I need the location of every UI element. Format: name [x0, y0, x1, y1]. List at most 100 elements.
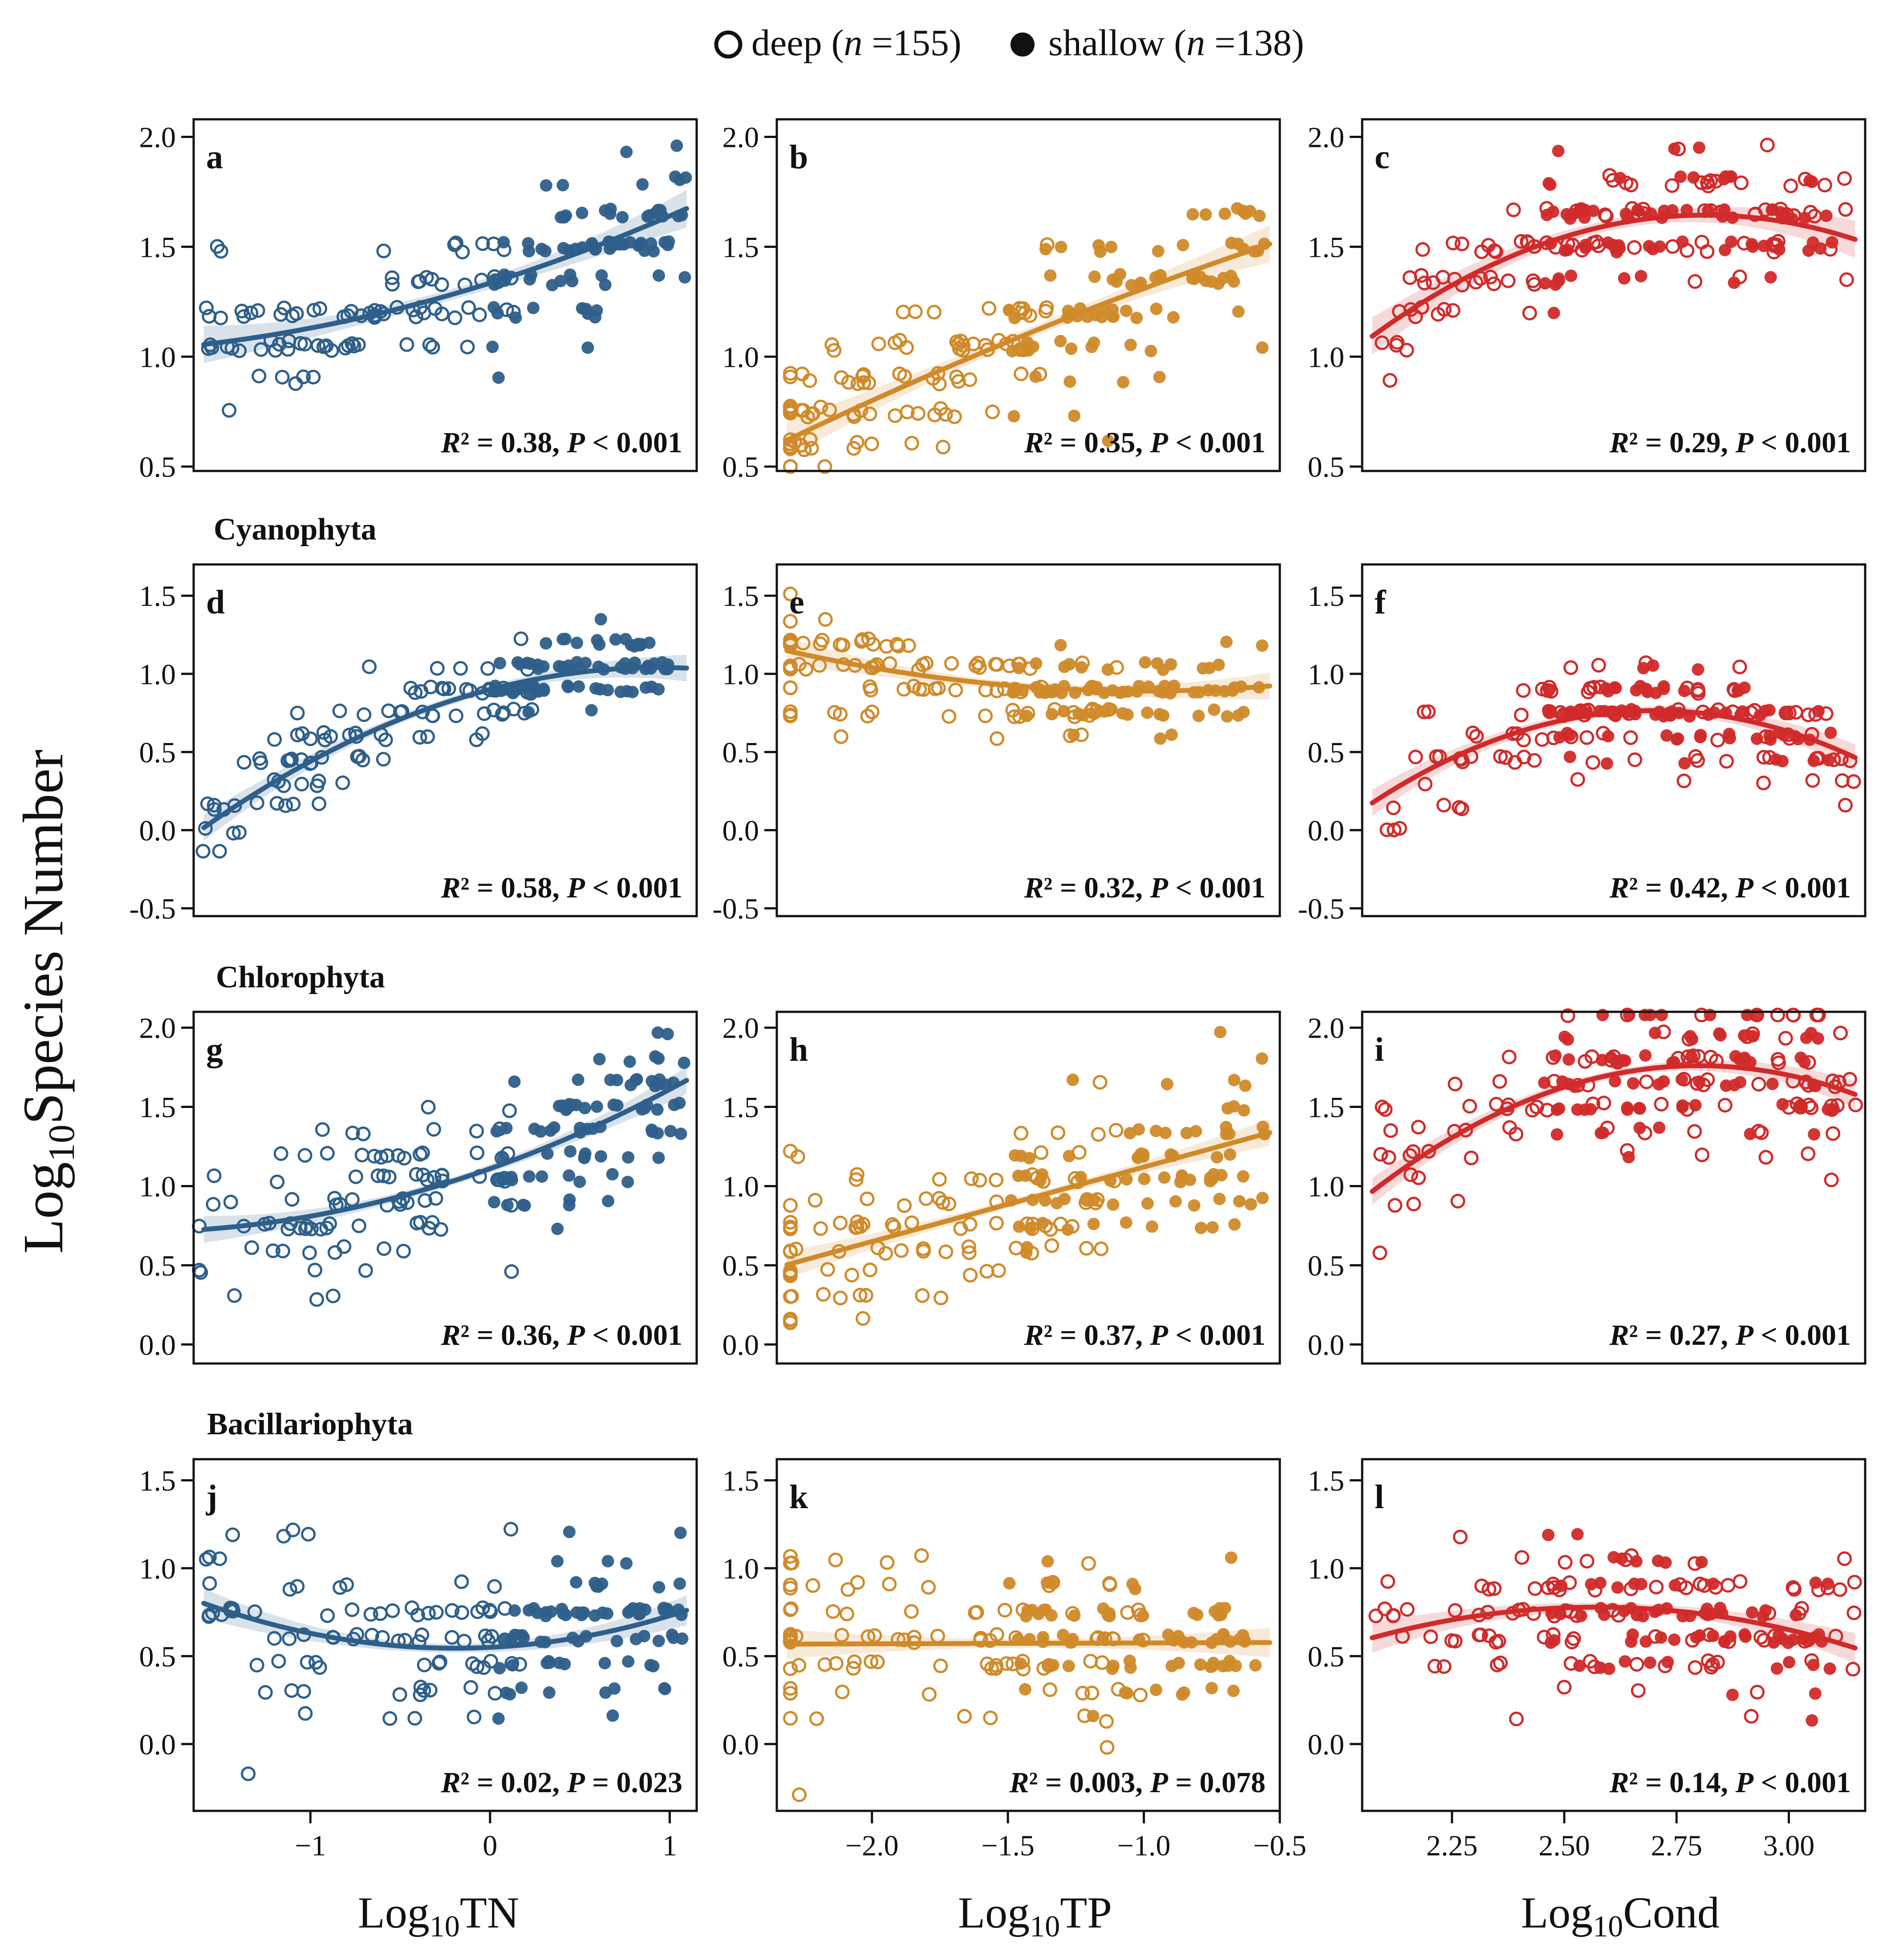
shallow-point — [1020, 710, 1033, 722]
shallow-point — [580, 303, 592, 316]
shallow-point — [1750, 1009, 1763, 1022]
deep-point — [207, 802, 222, 817]
deep-point — [822, 402, 837, 418]
shallow-point — [1734, 1076, 1747, 1089]
y-tick-label: 1.5 — [139, 1465, 176, 1497]
y-tick-label: 1.0 — [1308, 658, 1345, 691]
shallow-point — [508, 1075, 521, 1088]
shallow-point — [1101, 663, 1114, 676]
panel-j: 0.0 0.5 1.0 1.5 −1 0 1 j R² = 0.02, P = 0.023 — [139, 1458, 698, 1862]
shallow-point — [1633, 1121, 1646, 1134]
deep-point — [816, 1287, 831, 1302]
shallow-point — [1141, 1197, 1154, 1210]
deep-point — [407, 1711, 422, 1726]
shallow-point — [657, 1602, 670, 1615]
deep-point — [984, 1661, 999, 1676]
stat-annotation: R² = 0.14, P < 0.001 — [1609, 1766, 1851, 1799]
shallow-point — [1194, 1658, 1207, 1671]
deep-point — [904, 436, 919, 451]
shallow-point — [1068, 1609, 1081, 1622]
shallow-point — [540, 637, 552, 650]
shallow-point — [1223, 1128, 1236, 1140]
shallow-point — [556, 633, 569, 645]
shallow-point — [1826, 1104, 1838, 1117]
deep-point — [275, 1243, 290, 1258]
deep-point — [888, 335, 903, 350]
deep-point — [968, 1605, 983, 1620]
y-tick-label: 0.5 — [139, 1250, 176, 1282]
deep-point — [348, 1169, 363, 1184]
deep-point — [1801, 1146, 1816, 1161]
confidence-band — [203, 655, 687, 841]
deep-point — [818, 612, 833, 627]
shallow-point — [501, 1199, 514, 1212]
deep-point — [928, 681, 943, 696]
shallow-point — [1542, 177, 1555, 190]
stat-annotation: R² = 0.02, P = 0.023 — [441, 1766, 682, 1799]
deep-point — [285, 308, 300, 323]
deep-point — [463, 1680, 479, 1695]
y-tick-label: 1.0 — [1308, 341, 1345, 373]
deep-point — [302, 1245, 317, 1260]
deep-point — [290, 1579, 305, 1594]
shallow-point — [573, 1175, 586, 1188]
shallow-point — [1674, 170, 1687, 183]
deep-point — [833, 1290, 848, 1306]
shallow-point — [1067, 729, 1080, 742]
deep-point — [363, 1607, 378, 1622]
deep-point — [1710, 733, 1725, 748]
y-tick-label: 0.5 — [1308, 451, 1345, 483]
deep-point — [850, 1575, 865, 1590]
shallow-point — [647, 245, 660, 258]
deep-point — [841, 375, 856, 390]
deep-point — [1501, 1049, 1517, 1064]
shallow-point — [1562, 1053, 1575, 1066]
y-tick-label: -0.5 — [713, 893, 759, 925]
stat-annotation: R² = 0.32, P < 0.001 — [1024, 872, 1266, 904]
shallow-point — [1227, 275, 1240, 288]
deep-point — [906, 678, 921, 694]
shallow-point — [1595, 1127, 1607, 1140]
deep-point — [478, 1628, 493, 1643]
shallow-point — [1678, 757, 1691, 770]
deep-point — [282, 1631, 297, 1646]
x-axis-label-tn: Log10TN — [358, 1888, 519, 1943]
deep-point — [1007, 709, 1022, 724]
y-tick-label: 0.5 — [722, 1640, 759, 1673]
deep-point — [290, 706, 305, 721]
shallow-point — [1075, 1171, 1087, 1184]
shallow-point — [1159, 1127, 1172, 1140]
shallow-point — [633, 1607, 646, 1620]
deep-point — [957, 1709, 972, 1724]
shallow-point — [593, 1053, 606, 1066]
deep-point — [870, 1654, 885, 1669]
deep-point — [1373, 1147, 1388, 1162]
shallow-point — [1013, 661, 1025, 674]
deep-point — [1411, 1170, 1426, 1185]
panel-letter: j — [206, 1478, 217, 1516]
deep-point — [301, 1527, 316, 1542]
shallow-point — [1783, 1656, 1796, 1669]
deep-point — [461, 300, 476, 315]
deep-point — [915, 1288, 930, 1303]
shallow-point — [1195, 1221, 1207, 1234]
deep-point — [933, 1658, 948, 1673]
shallow-point — [595, 269, 608, 282]
deep-point — [1378, 1102, 1393, 1117]
deep-point — [1687, 1124, 1702, 1139]
deep-point — [312, 301, 328, 316]
deep-point — [513, 631, 528, 646]
panel-letter: f — [1375, 584, 1387, 621]
y-tick-label: 1.0 — [722, 1170, 759, 1203]
shallow-point — [1552, 145, 1565, 158]
shallow-point — [1563, 729, 1576, 742]
y-tick-label: 1.0 — [1308, 1170, 1345, 1203]
deep-point — [1091, 1127, 1106, 1142]
deep-point — [470, 1604, 485, 1619]
deep-point — [345, 1602, 360, 1617]
shallow-point — [1820, 209, 1833, 222]
shallow-point — [1092, 239, 1105, 252]
deep-point — [783, 1549, 798, 1564]
shallow-point — [1766, 203, 1779, 216]
shallow-point — [1776, 1098, 1789, 1111]
